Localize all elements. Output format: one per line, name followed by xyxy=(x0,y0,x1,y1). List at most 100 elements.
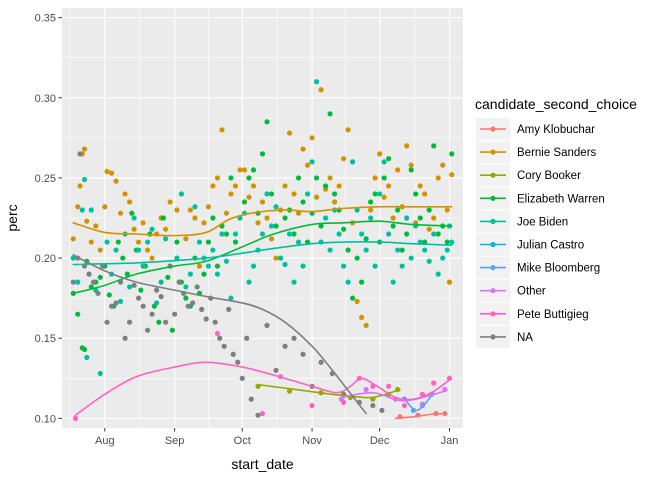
point-joe-biden xyxy=(113,247,119,253)
x-tick-label: Sep xyxy=(165,435,185,447)
point-elizabeth-warren xyxy=(268,191,275,197)
point-na xyxy=(149,311,155,317)
point-bernie-sanders xyxy=(183,236,189,242)
point-joe-biden xyxy=(214,271,221,277)
point-joe-biden xyxy=(145,239,151,245)
legend-label-bernie-sanders: Bernie Sanders xyxy=(517,147,597,159)
point-joe-biden xyxy=(140,263,146,269)
point-cory-booker xyxy=(286,388,293,394)
point-joe-biden xyxy=(174,255,180,261)
point-elizabeth-warren xyxy=(228,175,234,181)
point-bernie-sanders xyxy=(174,207,180,213)
point-elizabeth-warren xyxy=(174,239,180,245)
point-joe-biden xyxy=(341,263,347,269)
point-na xyxy=(190,300,196,306)
point-na xyxy=(172,311,178,317)
point-elizabeth-warren xyxy=(138,287,144,293)
trend-elizabeth-warren xyxy=(72,220,453,295)
point-elizabeth-warren xyxy=(246,175,252,181)
point-pete-buttigieg xyxy=(214,330,221,337)
point-joe-biden xyxy=(372,263,378,269)
point-joe-biden xyxy=(304,191,311,197)
y-tick-label: 0.25 xyxy=(35,173,56,185)
point-joe-biden xyxy=(205,263,212,269)
point-joe-biden xyxy=(322,215,329,221)
point-na xyxy=(379,407,385,413)
point-elizabeth-warren xyxy=(300,199,306,205)
point-na xyxy=(291,335,297,341)
point-na xyxy=(203,316,209,322)
point-na xyxy=(244,335,250,341)
point-joe-biden xyxy=(377,191,383,197)
point-bernie-sanders xyxy=(331,199,338,205)
point-na xyxy=(154,287,160,293)
point-bernie-sanders xyxy=(126,199,133,205)
point-joe-biden xyxy=(350,159,356,165)
point-na xyxy=(104,319,110,325)
point-elizabeth-warren xyxy=(404,231,410,237)
y-tick-label: 0.10 xyxy=(35,413,56,425)
point-elizabeth-warren xyxy=(399,247,405,253)
y-tick-label: 0.30 xyxy=(35,93,56,105)
point-elizabeth-warren xyxy=(259,151,266,157)
point-joe-biden xyxy=(70,255,76,261)
point-joe-biden xyxy=(426,258,432,264)
point-bernie-sanders xyxy=(196,263,203,269)
point-na xyxy=(217,335,223,341)
point-bernie-sanders xyxy=(431,215,437,221)
point-elizabeth-warren xyxy=(124,271,130,277)
point-joe-biden xyxy=(386,231,392,237)
point-bernie-sanders xyxy=(163,226,169,232)
point-elizabeth-warren xyxy=(291,231,297,237)
point-na xyxy=(158,293,164,300)
point-joe-biden xyxy=(291,279,297,285)
point-bernie-sanders xyxy=(237,167,243,173)
point-joe-biden xyxy=(131,215,137,221)
point-na xyxy=(255,412,261,418)
point-na xyxy=(70,279,76,285)
point-joe-biden xyxy=(104,239,110,245)
legend: candidate_second_choice Amy Klobuchar Ber… xyxy=(475,96,637,348)
point-elizabeth-warren xyxy=(106,292,112,298)
point-na xyxy=(318,359,324,365)
point-bernie-sanders xyxy=(313,194,320,200)
point-bernie-sanders xyxy=(232,183,239,189)
legend-key-point-mike-bloomberg xyxy=(490,265,496,271)
point-elizabeth-warren xyxy=(449,151,455,157)
y-tick-label: 0.15 xyxy=(35,333,56,345)
point-elizabeth-warren xyxy=(165,274,171,280)
point-na xyxy=(282,343,288,349)
point-bernie-sanders xyxy=(446,279,453,285)
point-elizabeth-warren xyxy=(205,239,212,245)
point-pete-buttigieg xyxy=(446,375,453,381)
point-na xyxy=(108,303,115,309)
legend-key-point-cory-booker xyxy=(490,172,496,178)
point-bernie-sanders xyxy=(81,146,88,152)
point-elizabeth-warren xyxy=(390,223,396,229)
point-joe-biden xyxy=(313,79,320,85)
legend-key-point-na xyxy=(490,334,496,340)
trend-na xyxy=(72,254,367,415)
point-elizabeth-warren xyxy=(363,236,369,242)
point-elizabeth-warren xyxy=(381,175,387,181)
point-na xyxy=(212,319,218,325)
point-elizabeth-warren xyxy=(120,255,126,261)
point-pete-buttigieg xyxy=(259,410,266,417)
point-na xyxy=(145,327,151,333)
point-bernie-sanders xyxy=(435,175,441,181)
point-bernie-sanders xyxy=(228,191,234,197)
point-joe-biden xyxy=(273,204,279,210)
point-joe-biden xyxy=(183,284,189,290)
point-bernie-sanders xyxy=(282,183,288,189)
legend-key-point-elizabeth-warren xyxy=(490,195,496,201)
point-na xyxy=(126,319,133,325)
legend-label-julian-castro: Julian Castro xyxy=(517,240,584,252)
point-na xyxy=(221,343,227,349)
point-joe-biden xyxy=(219,231,225,237)
point-bernie-sanders xyxy=(295,210,302,216)
point-bernie-sanders xyxy=(417,183,423,189)
point-bernie-sanders xyxy=(255,220,261,226)
point-bernie-sanders xyxy=(210,183,216,189)
point-bernie-sanders xyxy=(377,151,383,157)
